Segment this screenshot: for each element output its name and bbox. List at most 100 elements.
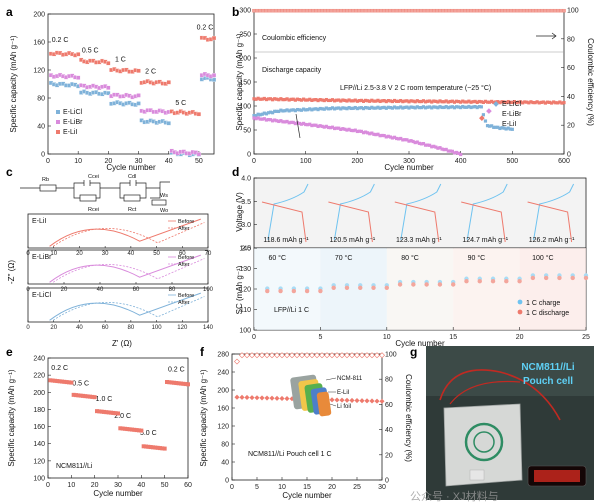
- panel-d-discharge-point: [265, 288, 270, 294]
- panel-b-capacity-point-E-LiI: [380, 99, 384, 103]
- panel-b-ce-point: [481, 8, 486, 13]
- panel-c-subplot-frame: [27, 287, 209, 323]
- panel-b-capacity-point-E-LiI: [496, 100, 500, 104]
- panel-e-ytick-label: 140: [33, 441, 45, 448]
- panel-b-capacity-point-E-LiCl: [322, 107, 326, 111]
- panel-b-ce-annotation: Coulombic efficiency: [262, 35, 327, 42]
- panel-b-capacity-point-E-LiI: [492, 100, 496, 105]
- panel-b-capacity-point-E-LiCl: [256, 112, 260, 116]
- panel-b-capacity-point-E-LiI: [264, 97, 268, 102]
- panel-a-legend-marker: [56, 110, 60, 114]
- panel-e-rate-label: 5.0 C: [140, 430, 157, 437]
- panel-e-rate-label: 0.2 C: [168, 367, 185, 374]
- panel-a-rate-label: 2 C: [145, 69, 156, 76]
- panel-b-capacity-point-E-LiI: [409, 99, 413, 103]
- panel-f-ce-point: [324, 352, 330, 359]
- panel-b-capacity-point-E-LiBr: [392, 135, 397, 139]
- panel-e-point: [83, 394, 88, 399]
- panel-a-point-E-LiI: [196, 111, 202, 117]
- panel-e-ytick-label: 180: [33, 407, 45, 414]
- panel-a-rate-label: 5 C: [175, 100, 186, 107]
- panel-b-capacity-point-E-LiCl: [432, 105, 436, 109]
- panel-b-capacity-point-E-LiI: [310, 98, 314, 102]
- panel-b-capacity-point-E-LiI: [436, 100, 440, 104]
- panel-b-capacity-point-E-LiCl: [304, 108, 308, 112]
- panel-c-xtick-label: 0: [26, 325, 30, 331]
- panel-b-capacity-point-E-LiCl: [337, 106, 341, 110]
- panel-c-legend-label: Before: [178, 219, 194, 225]
- panel-b-capacity-point-E-LiI: [252, 97, 256, 101]
- panel-b-capacity-point-E-LiBr: [343, 127, 347, 131]
- panel-b-ylabel: Specific capacity (mAh g⁻¹): [235, 33, 244, 130]
- panel-b-capacity-point-E-LiCl: [502, 126, 506, 130]
- panel-e-xtick-label: 0: [46, 482, 50, 489]
- panel-b-xtick-label: 300: [403, 158, 415, 165]
- panel-b-capacity-point-E-LiI: [273, 97, 277, 101]
- panel-b-capacity-point-E-LiCl: [376, 105, 380, 109]
- panel-b-capacity-point-E-LiI: [461, 99, 465, 103]
- panel-b-capacity-point-E-LiCl: [382, 105, 386, 109]
- panel-b-ce-point: [525, 8, 529, 13]
- panel-b-capacity-point-E-LiI: [500, 100, 504, 104]
- panel-b-capacity-point-E-LiBr: [368, 132, 372, 136]
- panel-f-capacity-point: [334, 397, 340, 403]
- panel-d-temperature-label: 60 °C: [268, 254, 286, 262]
- panel-b-capacity-point-E-LiI: [287, 98, 291, 102]
- panel-f-ce-point: [269, 352, 275, 359]
- panel-b-capacity-point-E-LiCl: [295, 107, 299, 112]
- panel-d-charge-curve: [400, 183, 442, 241]
- panel-b-capacity-point-E-LiCl: [357, 106, 361, 110]
- panel-e-point: [172, 380, 176, 385]
- panel-d-legend-label: 1 C charge: [526, 300, 560, 307]
- panel-b-capacity-point-E-LiBr: [306, 123, 310, 127]
- panel-a-xtick-label: 20: [104, 158, 112, 165]
- panel-b-capacity-point-E-LiI: [508, 100, 512, 104]
- panel-b-xtick-label: 200: [351, 158, 363, 165]
- panel-b-capacity-point-E-LiCl: [448, 105, 452, 109]
- panel-e-point: [127, 427, 132, 432]
- panel-a-ytick-label: 0: [41, 152, 45, 159]
- panel-label-f: f: [200, 345, 205, 359]
- panel-b-capacity-point-E-LiI: [417, 99, 421, 104]
- panel-c-xtick-label: 80: [128, 325, 135, 331]
- panel-d-voltage-tick-label: 4.0: [241, 176, 251, 183]
- panel-b-capacity-point-E-LiI: [485, 100, 490, 104]
- panel-b-capacity-point-E-LiCl: [254, 114, 258, 118]
- panel-b-capacity-point-E-LiCl: [266, 111, 271, 115]
- panel-b-capacity-point-E-LiCl: [467, 104, 471, 109]
- panel-f-xlabel: Cycle number: [282, 491, 332, 500]
- panel-b-capacity-point-E-LiI: [545, 100, 550, 104]
- panel-e-point: [148, 445, 153, 450]
- panel-e-point: [71, 392, 76, 397]
- panel-b-capacity-point-E-LiI: [330, 98, 335, 102]
- panel-b-capacity-point-E-LiCl: [463, 105, 467, 109]
- panel-b-ce-point: [360, 8, 365, 13]
- panel-a-legend-label: E-LiBr: [63, 119, 83, 126]
- panel-b-capacity-point-E-LiBr: [415, 140, 419, 144]
- panel-b-ce-point: [277, 8, 281, 13]
- panel-b-capacity-point-E-LiI: [392, 98, 397, 103]
- panel-b-ce-point: [289, 8, 293, 13]
- panel-b-ce-point: [298, 8, 303, 13]
- panel-f-capacity-point: [329, 397, 335, 403]
- panel-b-capacity-point-E-LiCl: [347, 106, 351, 110]
- panel-c-xtick-label: 20: [61, 287, 68, 293]
- panel-f-ytick-label: 200: [217, 388, 229, 395]
- panel-b-capacity-point-E-LiI: [395, 99, 399, 103]
- panel-f-xtick-label: 20: [328, 484, 336, 491]
- panel-d-discharge-curve: [261, 201, 307, 243]
- panel-b-capacity-point-E-LiI: [502, 100, 506, 104]
- panel-b-capacity-point-E-LiI: [281, 98, 285, 102]
- panel-b-ce-point: [512, 8, 517, 13]
- panel-b-ce-point: [484, 8, 489, 13]
- panel-f-ce-point: [314, 352, 320, 359]
- panel-e-point: [146, 444, 151, 449]
- panel-b-capacity-point-E-LiBr: [419, 142, 423, 146]
- panel-b-capacity-point-E-LiBr: [349, 128, 353, 133]
- panel-a-ytick-label: 200: [33, 12, 45, 19]
- panel-b-capacity-point-E-LiBr: [390, 136, 395, 140]
- panel-a-legend-label: E-LiI: [63, 129, 77, 136]
- panel-b-legend-label: E-LiBr: [502, 111, 522, 118]
- panel-f-ce-point: [274, 352, 280, 359]
- panel-b-capacity-point-E-LiBr: [351, 129, 355, 133]
